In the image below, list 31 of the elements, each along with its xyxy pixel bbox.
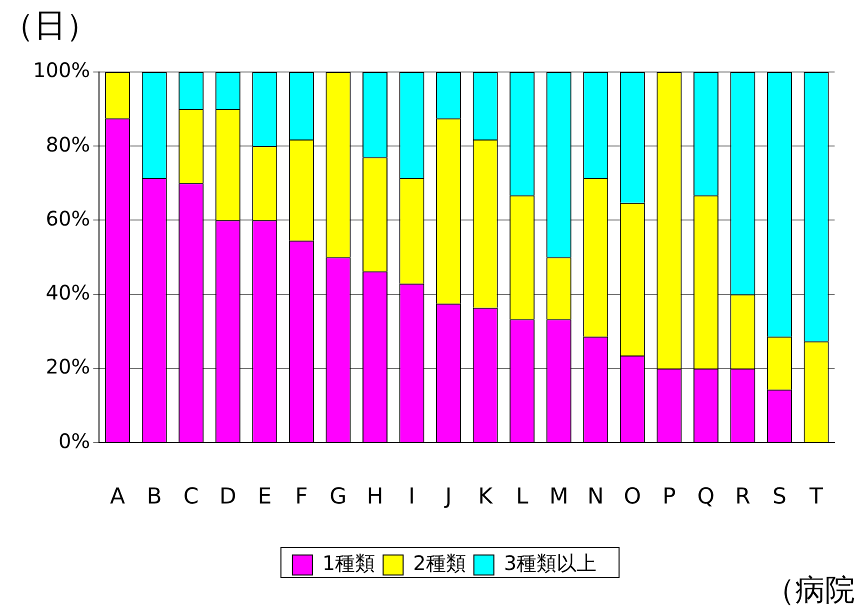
x-tick-label: H: [366, 484, 384, 510]
x-tick-label: S: [772, 484, 786, 510]
x-tick-label: I: [408, 484, 416, 510]
legend-label: 2種類: [413, 551, 466, 576]
x-tick-label: T: [808, 484, 824, 510]
x-tick-label: Q: [697, 484, 715, 510]
y-tick-label: 20%: [46, 354, 90, 379]
y-axis-title: （日）: [2, 5, 98, 46]
x-tick-label: F: [295, 484, 308, 510]
y-tick-label: 100%: [32, 58, 90, 82]
x-tick-label: R: [735, 484, 750, 510]
x-tick-label: M: [549, 484, 568, 510]
x-tick-label: G: [330, 484, 347, 510]
y-tick-label: 80%: [46, 132, 90, 156]
y-tick-label: 40%: [46, 280, 90, 305]
x-tick-label: J: [443, 484, 452, 510]
legend-label: 3種類以上: [504, 551, 597, 576]
y-tick-label: 0%: [58, 428, 90, 453]
legend-label: 1種類: [322, 551, 376, 576]
x-tick-label: A: [110, 484, 126, 510]
x-tick-label: D: [219, 484, 236, 510]
y-tick-label: 60%: [46, 206, 90, 230]
x-tick-label: N: [587, 484, 604, 510]
x-tick-label: E: [258, 484, 272, 510]
x-tick-label: O: [624, 484, 642, 510]
x-tick-label: P: [662, 484, 676, 510]
x-axis-title: （病院: [765, 572, 855, 610]
x-tick-label: K: [478, 484, 494, 510]
x-tick-label: B: [146, 484, 162, 510]
x-tick-label: C: [183, 484, 199, 510]
x-tick-label: L: [516, 484, 529, 510]
